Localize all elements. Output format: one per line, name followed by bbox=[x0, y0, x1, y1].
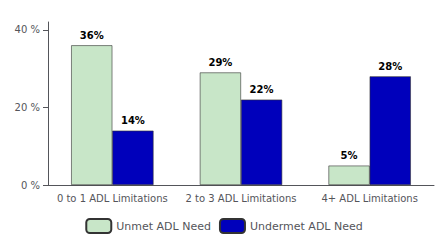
svg-text:0 %: 0 % bbox=[21, 180, 40, 191]
svg-text:40 %: 40 % bbox=[15, 24, 40, 35]
svg-text:2 to 3 ADL Limitations: 2 to 3 ADL Limitations bbox=[186, 193, 297, 204]
svg-text:Unmet ADL Need: Unmet ADL Need bbox=[116, 220, 211, 233]
svg-text:20 %: 20 % bbox=[15, 102, 40, 113]
svg-text:36%: 36% bbox=[80, 30, 104, 41]
svg-text:4+ ADL Limitations: 4+ ADL Limitations bbox=[321, 193, 418, 204]
svg-text:5%: 5% bbox=[341, 150, 358, 161]
svg-text:28%: 28% bbox=[378, 61, 402, 72]
svg-text:Undermet ADL Need: Undermet ADL Need bbox=[250, 220, 363, 233]
svg-text:14%: 14% bbox=[121, 115, 145, 126]
svg-text:29%: 29% bbox=[208, 57, 232, 68]
svg-text:0 to 1 ADL Limitations: 0 to 1 ADL Limitations bbox=[57, 193, 168, 204]
svg-text:22%: 22% bbox=[250, 84, 274, 95]
